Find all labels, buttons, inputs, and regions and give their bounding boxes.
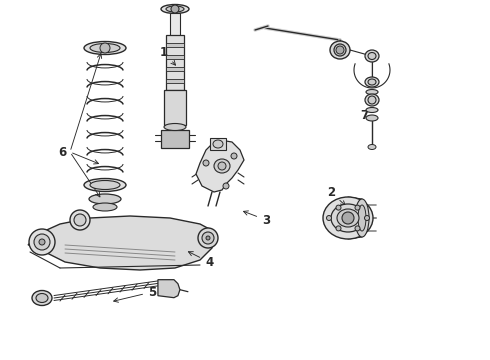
Ellipse shape — [330, 41, 350, 59]
Circle shape — [70, 210, 90, 230]
Ellipse shape — [366, 115, 378, 121]
Circle shape — [202, 232, 214, 244]
Ellipse shape — [90, 180, 120, 189]
Ellipse shape — [166, 6, 184, 12]
Ellipse shape — [334, 44, 346, 56]
Text: 1: 1 — [160, 45, 175, 65]
Text: 7: 7 — [360, 99, 371, 122]
Ellipse shape — [84, 41, 126, 54]
Ellipse shape — [164, 123, 186, 131]
Circle shape — [342, 212, 354, 224]
Circle shape — [171, 5, 179, 13]
Polygon shape — [28, 216, 215, 270]
Ellipse shape — [90, 44, 120, 53]
Circle shape — [326, 216, 332, 220]
Ellipse shape — [32, 291, 52, 306]
Ellipse shape — [323, 197, 373, 239]
Text: 5: 5 — [114, 285, 156, 302]
Ellipse shape — [93, 203, 117, 211]
Bar — [161, 130, 189, 148]
Ellipse shape — [337, 209, 359, 227]
Ellipse shape — [84, 179, 126, 192]
Ellipse shape — [368, 53, 376, 59]
Circle shape — [29, 229, 55, 255]
Bar — [166, 55, 184, 59]
Polygon shape — [158, 280, 180, 298]
Circle shape — [336, 46, 344, 54]
Polygon shape — [196, 140, 244, 192]
Circle shape — [39, 239, 45, 245]
Ellipse shape — [213, 140, 223, 148]
Bar — [210, 138, 226, 150]
Ellipse shape — [366, 90, 378, 95]
Text: 3: 3 — [244, 211, 270, 226]
Ellipse shape — [368, 79, 376, 85]
Ellipse shape — [368, 144, 376, 149]
Circle shape — [223, 183, 229, 189]
Text: 4: 4 — [188, 252, 213, 269]
Circle shape — [198, 228, 218, 248]
Ellipse shape — [331, 204, 365, 232]
Bar — [170, 13, 180, 38]
Circle shape — [231, 153, 237, 159]
Circle shape — [355, 205, 360, 210]
Ellipse shape — [214, 159, 230, 173]
Bar — [166, 35, 184, 90]
Text: 6: 6 — [58, 145, 66, 158]
Ellipse shape — [368, 96, 376, 104]
Ellipse shape — [365, 77, 379, 87]
Bar — [166, 43, 184, 47]
Bar — [166, 67, 184, 71]
Circle shape — [355, 226, 360, 231]
Ellipse shape — [365, 50, 379, 62]
Circle shape — [336, 205, 341, 210]
Circle shape — [34, 234, 50, 250]
Bar — [166, 79, 184, 83]
Circle shape — [365, 216, 369, 220]
Circle shape — [206, 236, 210, 240]
Text: 2: 2 — [327, 185, 345, 206]
Ellipse shape — [161, 5, 189, 14]
Circle shape — [336, 226, 341, 231]
Ellipse shape — [36, 293, 48, 302]
Circle shape — [100, 43, 110, 53]
Ellipse shape — [366, 108, 378, 112]
Ellipse shape — [218, 162, 226, 170]
Bar — [164, 90, 186, 125]
Circle shape — [203, 160, 209, 166]
Circle shape — [74, 214, 86, 226]
Ellipse shape — [89, 194, 121, 204]
Ellipse shape — [365, 94, 379, 106]
Ellipse shape — [355, 199, 369, 237]
Ellipse shape — [358, 205, 366, 231]
